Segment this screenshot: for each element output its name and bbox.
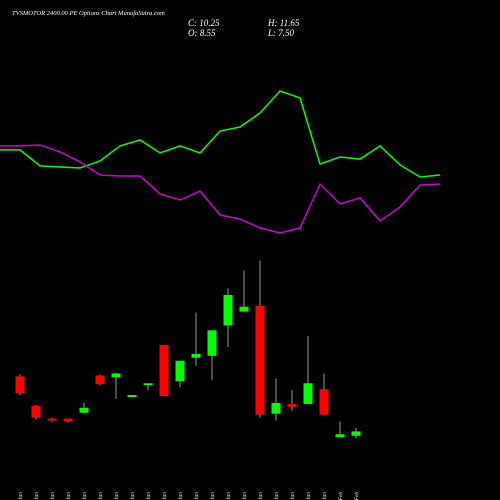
high-info: H: 11.65: [267, 18, 300, 28]
x-tick-label: 13 Jan: [114, 492, 120, 500]
x-tick-label: 24 Jan: [241, 492, 248, 500]
candle-body: [303, 383, 313, 404]
x-tick-label: 02 Jan: [34, 492, 40, 500]
candle-body: [351, 431, 361, 436]
x-tick-label: 09 Jan: [82, 492, 88, 500]
candle-body: [223, 294, 233, 326]
candle-body: [175, 360, 185, 382]
x-tick-label: 21 Jan: [194, 492, 200, 500]
x-tick-label: 03 Jan: [50, 492, 56, 500]
candle-body: [111, 373, 121, 378]
candle-body: [239, 306, 249, 312]
indicator-line: [0, 90, 441, 178]
candle-body: [95, 375, 105, 385]
candle-body: [287, 403, 297, 407]
chart-title: TVSMOTOR 2400.00 PE Options Chart Munafa…: [12, 10, 165, 17]
close-info: C: 10.25: [188, 18, 220, 28]
candle-body: [79, 407, 89, 413]
candle-body: [159, 345, 169, 397]
candle-body: [271, 402, 281, 414]
candle-body: [255, 305, 265, 415]
candle-body: [335, 434, 345, 438]
candle-body: [127, 395, 137, 398]
low-info: L: 7.50: [267, 28, 295, 38]
x-tick-label: 17 Jan: [162, 492, 168, 500]
candle-body: [15, 376, 25, 394]
x-tick-label: 16 Jan: [146, 492, 152, 500]
x-tick-label: 20 Jan: [178, 492, 184, 500]
x-tick-label: 31 Jan: [322, 492, 328, 500]
x-tick-label: 29 Jan: [290, 492, 296, 500]
candle-body: [31, 405, 41, 418]
x-tick-label: 03 Feb: [338, 492, 344, 500]
candle-body: [207, 330, 217, 356]
x-tick-label: 30 Jan: [306, 492, 312, 500]
candle-body: [143, 383, 153, 386]
candle-body: [63, 418, 73, 422]
indicator-line: [0, 144, 441, 234]
x-tick-label: 28 Jan: [274, 492, 280, 500]
x-tick-label: 22 Jan: [210, 492, 216, 500]
x-tick-label: 27 Jan: [258, 492, 264, 500]
candle-body: [47, 418, 57, 421]
candle-body: [191, 353, 201, 358]
x-tick-label: 04 Feb: [353, 492, 360, 500]
x-tick-label: 01 Jan: [18, 492, 24, 500]
x-tick-label: 10 Jan: [98, 492, 104, 500]
x-tick-label: 06 Jan: [66, 492, 72, 500]
x-tick-label: 23 Jan: [226, 492, 232, 500]
candle-body: [319, 389, 329, 415]
x-tick-label: 14 Jan: [129, 492, 136, 500]
open-info: O: 8.55: [188, 28, 216, 38]
